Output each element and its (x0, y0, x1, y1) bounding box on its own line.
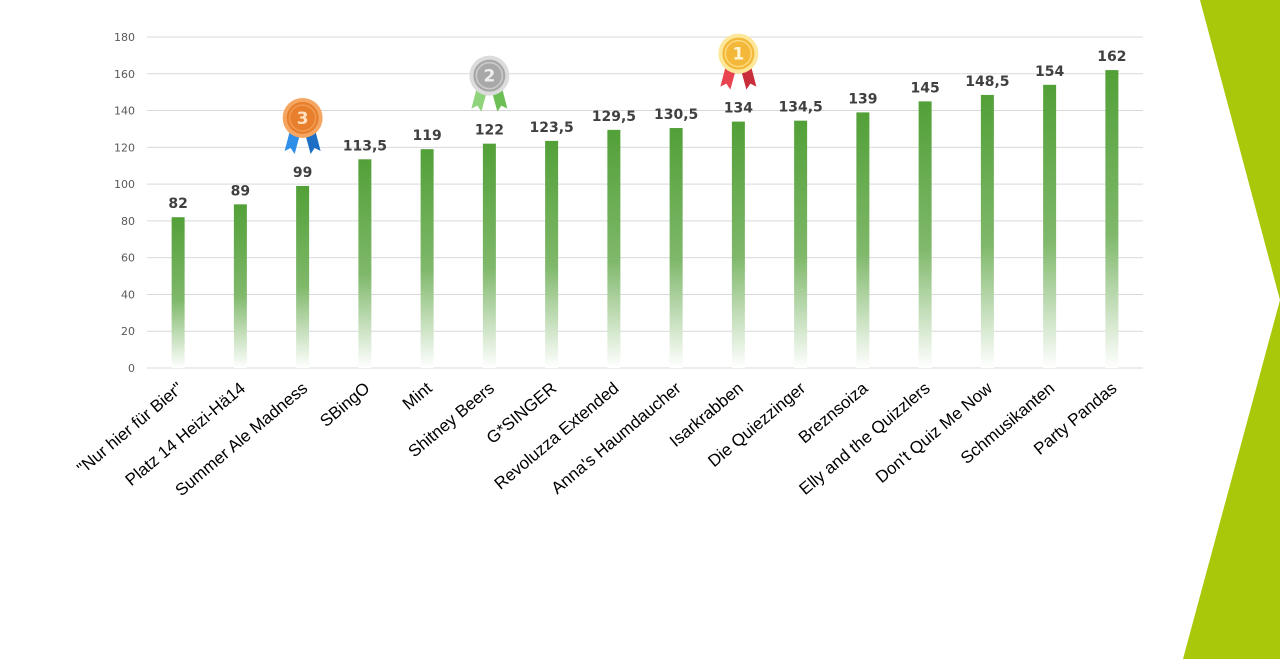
data-labels: 82 89 99 113,5 119 122 123,5 129,5 130,5 134 134,5… (168, 49, 1126, 212)
y-tick-label: 40 (121, 288, 135, 301)
y-tick-label: 180 (114, 31, 135, 44)
data-label: 130,5 (654, 107, 698, 123)
y-tick-label: 0 (128, 362, 135, 375)
data-label: 134,5 (778, 100, 822, 116)
medal-rank-label: 3 (297, 109, 309, 129)
data-label: 123,5 (529, 120, 573, 136)
x-axis-category-labels: "Nur hier für Bier"Platz 14 Heizi-Hä14Su… (73, 378, 1120, 500)
data-label: 162 (1097, 49, 1126, 65)
bar (856, 112, 870, 369)
x-tick-label: SBingO (316, 379, 373, 431)
data-label: 89 (231, 183, 250, 199)
bar (233, 204, 247, 368)
bar (794, 120, 808, 369)
accent-arrow-shape (1183, 0, 1280, 659)
x-tick-label: Don't Quiz Me Now (872, 378, 997, 487)
medal-rank-label: 1 (732, 45, 744, 65)
y-tick-label: 60 (121, 252, 135, 265)
bar (1043, 84, 1057, 369)
bar (420, 149, 434, 368)
bar (980, 94, 994, 369)
y-tick-label: 100 (114, 178, 135, 191)
data-label: 139 (848, 91, 877, 107)
data-label: 99 (293, 165, 312, 181)
medals: 3 2 1 (282, 33, 759, 154)
data-label: 119 (413, 128, 442, 144)
x-tick-label: Mint (399, 378, 436, 413)
bar (358, 159, 372, 368)
medal-rank-label: 2 (483, 67, 495, 87)
bar (1105, 70, 1119, 368)
silver-medal-icon: 2 (469, 55, 510, 112)
data-label: 129,5 (592, 109, 636, 125)
bar (171, 217, 185, 368)
y-tick-label: 20 (121, 325, 135, 338)
data-label: 154 (1035, 64, 1064, 80)
bar (607, 129, 621, 368)
x-tick-label: "Nur hier für Bier" (73, 379, 186, 478)
bar (918, 101, 932, 368)
y-tick-label: 140 (114, 105, 135, 118)
data-label: 134 (724, 101, 753, 117)
y-axis-tick-labels: 0 20 40 60 80 100 120 140 160 180 (114, 31, 135, 375)
bar (545, 140, 559, 368)
bars (171, 70, 1119, 369)
data-label: 113,5 (343, 138, 387, 154)
bar (669, 128, 683, 368)
data-label: 148,5 (965, 74, 1009, 90)
bar (296, 185, 310, 368)
bar (731, 121, 745, 368)
gold-medal-icon: 1 (718, 33, 759, 90)
data-label: 82 (168, 196, 187, 212)
data-label: 145 (911, 80, 940, 96)
bar (482, 143, 496, 368)
bronze-medal-icon: 3 (282, 97, 323, 154)
y-tick-label: 120 (114, 141, 135, 154)
y-tick-label: 80 (121, 215, 135, 228)
data-label: 122 (475, 123, 504, 139)
y-tick-label: 160 (114, 68, 135, 81)
